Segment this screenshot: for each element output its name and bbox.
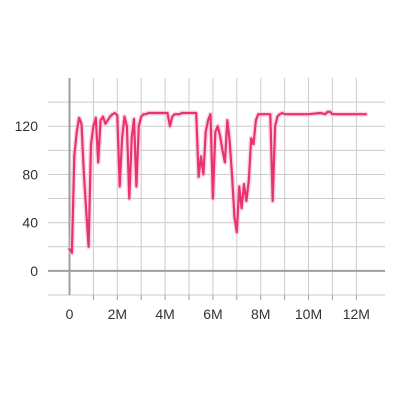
- series-line: [68, 110, 367, 254]
- y-tick-label: 0: [30, 263, 38, 279]
- y-tick-labels: 0 40 80 120: [15, 118, 39, 279]
- y-tick-label: 80: [22, 166, 38, 182]
- x-tick-label: 8M: [251, 306, 270, 322]
- x-tick-label: 0: [66, 306, 74, 322]
- y-tick-label: 120: [15, 118, 39, 134]
- x-tick-label: 4M: [155, 306, 174, 322]
- axes: [48, 78, 385, 300]
- x-tick-label: 2M: [108, 306, 127, 322]
- x-tick-label: 6M: [203, 306, 222, 322]
- x-tick-label: 12M: [343, 306, 370, 322]
- raw-series: [67, 109, 369, 256]
- smoothed-series: [68, 110, 367, 254]
- raw-series-line: [67, 109, 369, 256]
- y-tick-label: 40: [22, 215, 38, 231]
- x-tick-labels: 0 2M 4M 6M 8M 10M 12M: [66, 306, 370, 322]
- grid: [48, 78, 385, 296]
- x-tick-label: 10M: [295, 306, 322, 322]
